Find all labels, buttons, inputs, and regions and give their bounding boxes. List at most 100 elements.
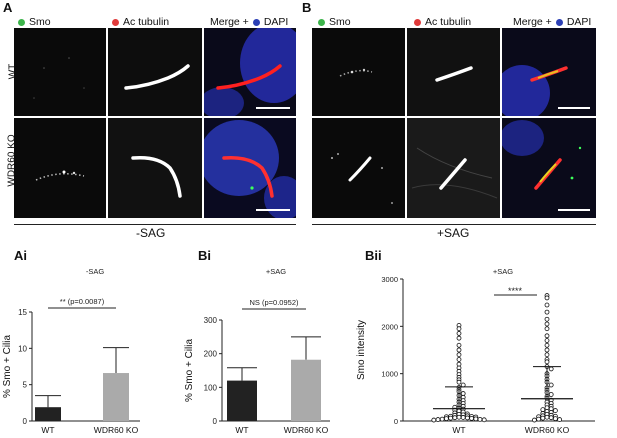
bar-wdr60-ko: [291, 359, 321, 421]
data-point: [439, 416, 445, 422]
chart-bii: +SAG 0 1000 2000 3000 Smo intensity WT WDR60 KO…: [356, 267, 595, 435]
data-point: [448, 415, 453, 421]
chart-title: +SAG: [493, 267, 513, 276]
data-point: [540, 415, 546, 421]
data-point: [481, 417, 487, 423]
micrograph-a-ko-smo: [14, 118, 106, 218]
data-point: [456, 414, 462, 420]
micrograph-a-ko-tubulin: [108, 118, 202, 218]
condition-rule-a: [14, 224, 296, 225]
condition-rule-b: [312, 224, 596, 225]
y-axis-label: % Smo + Cilia: [2, 335, 13, 399]
header-merge-label: Merge +: [513, 16, 552, 28]
chart-bi: +SAG 0 100 200 300 % Smo + Cilia WT WDR60 KO NS …: [184, 267, 330, 435]
tubulin-dot-icon: [112, 18, 119, 26]
condition-label-minus: -SAG: [136, 226, 166, 240]
data-point: [544, 347, 550, 353]
data-point: [456, 352, 462, 358]
micrograph-b-wt-smo: [312, 28, 405, 116]
micrograph-a-wt-smo: [14, 28, 106, 116]
data-point: [469, 415, 474, 421]
data-point: [544, 342, 550, 348]
data-point: [473, 416, 479, 422]
panel-label-a: A: [3, 0, 13, 15]
data-point: [544, 321, 550, 327]
y-axis-label: % Smo + Cilia: [184, 339, 195, 403]
data-point: [544, 338, 550, 343]
y-tick-label: 300: [204, 316, 218, 325]
data-point: [544, 316, 550, 322]
data-point: [548, 366, 554, 372]
data-point: [531, 417, 537, 423]
x-tick-label: WDR60 KO: [94, 425, 139, 435]
data-point: [456, 326, 462, 332]
panel-label-bii: Bii: [365, 248, 382, 263]
x-tick-label: WT: [452, 425, 465, 435]
y-tick-label: 1000: [381, 370, 398, 379]
y-tick-label: 5: [23, 381, 28, 390]
panel-label-bi: Bi: [198, 248, 211, 263]
data-point: [456, 347, 462, 353]
smo-dot-icon: [18, 18, 25, 26]
header-merge-b: Merge + DAPI: [513, 16, 591, 28]
data-point: [544, 333, 550, 339]
micrograph-noise: [14, 28, 106, 116]
data-point: [456, 357, 462, 362]
data-point: [544, 326, 550, 332]
data-point: [435, 417, 441, 422]
significance-label: ****: [508, 286, 523, 296]
data-point: [460, 415, 466, 420]
data-point: [548, 382, 554, 388]
micrograph-b-ko-smo: [312, 118, 405, 218]
bar-wt: [227, 380, 257, 421]
micrograph-a-wt-merge: [204, 28, 296, 116]
data-point: [548, 415, 554, 421]
data-point: [456, 335, 462, 341]
bar-wdr60-ko: [103, 373, 129, 421]
y-tick-label: 200: [204, 350, 218, 359]
dapi-dot-icon: [252, 18, 260, 26]
data-point: [552, 416, 558, 422]
micrograph-a-wt-tubulin: [108, 28, 202, 116]
data-point: [456, 331, 462, 336]
header-actub-b: Ac tubulin: [414, 16, 471, 28]
micrograph-b-wt-merge: [502, 28, 596, 116]
x-tick-label: WDR60 KO: [525, 425, 570, 435]
y-tick-label: 3000: [381, 275, 398, 284]
y-tick-label: 15: [18, 308, 27, 317]
header-dapi-label: DAPI: [566, 16, 592, 28]
header-smo-a: Smo: [18, 16, 51, 28]
header-actub-a: Ac tubulin: [112, 16, 169, 28]
data-point: [544, 295, 550, 301]
data-point: [544, 352, 550, 358]
micrograph-a-ko-merge: [204, 118, 296, 218]
data-point: [536, 416, 542, 422]
condition-label-plus: +SAG: [437, 226, 470, 240]
x-tick-label: WDR60 KO: [284, 425, 329, 435]
data-point: [544, 309, 550, 315]
data-point: [477, 416, 483, 422]
header-smo-b: Smo: [318, 16, 351, 28]
dapi-dot-icon: [555, 18, 563, 26]
significance-label: ** (p=0.0087): [60, 297, 105, 306]
data-point: [544, 359, 550, 365]
data-point: [452, 415, 458, 421]
data-point: [544, 414, 550, 420]
bar-wt: [35, 407, 61, 421]
x-tick-label: WT: [41, 425, 54, 435]
data-point: [456, 342, 462, 348]
panel-label-ai: Ai: [14, 248, 27, 263]
header-smo-label: Smo: [329, 16, 351, 28]
data-point: [552, 408, 558, 413]
data-point: [557, 417, 563, 422]
chart-title: -SAG: [86, 267, 105, 276]
y-tick-label: 2000: [381, 322, 398, 331]
chart-title: +SAG: [266, 267, 286, 276]
y-tick-label: 0: [394, 417, 398, 426]
data-point: [548, 392, 554, 397]
x-tick-label: WT: [235, 425, 248, 435]
significance-label: NS (p=0.0952): [250, 298, 299, 307]
panel-label-b: B: [302, 0, 312, 15]
y-tick-label: 10: [18, 344, 27, 353]
smo-dot-icon: [318, 18, 325, 26]
